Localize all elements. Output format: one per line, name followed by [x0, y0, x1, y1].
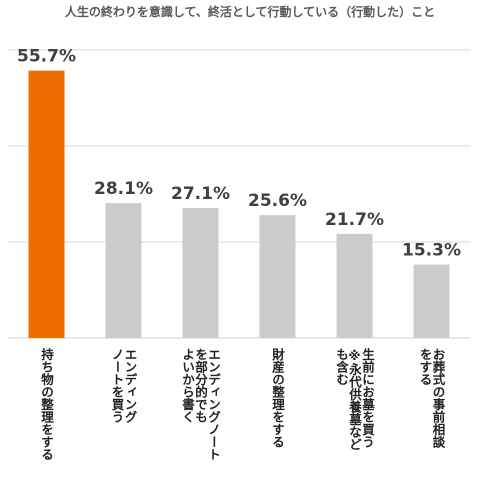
category-label-line: お葬式の事前相談 — [431, 348, 446, 449]
category-label-line: ※永代供養墓など — [347, 348, 362, 451]
data-label: 55.7% — [17, 47, 76, 67]
data-label: 28.1% — [94, 179, 153, 199]
category-label: 持ち物の整理をする — [39, 347, 54, 461]
category-label: 財産の整理をする — [270, 347, 285, 448]
data-label: 25.6% — [248, 191, 307, 211]
bar — [182, 207, 219, 338]
bar — [105, 203, 142, 338]
bar — [259, 215, 296, 338]
bar — [336, 233, 373, 338]
category-label-line: 財産の整理をする — [270, 347, 285, 448]
bar — [413, 264, 450, 338]
category-label-line: を部分的でも — [193, 348, 208, 423]
data-label: 15.3% — [402, 241, 461, 261]
data-label: 21.7% — [325, 210, 384, 230]
category-label-line: も含む — [334, 348, 349, 386]
category-label-line: をする — [418, 348, 433, 386]
chart-title: 人生の終わりを意識して、終活として行動している（行動した）こと — [64, 5, 436, 19]
data-label: 27.1% — [171, 184, 230, 204]
category-label-line: よいから書く — [180, 348, 195, 424]
bar — [28, 70, 65, 338]
category-label-line: エンディング — [123, 348, 138, 423]
category-label-line: 生前にお墓を買う — [360, 347, 375, 448]
category-label-line: ノートを買う — [110, 348, 125, 423]
category-label-line: 持ち物の整理をする — [39, 347, 54, 461]
category-label-line: エンディングノート — [206, 348, 221, 461]
